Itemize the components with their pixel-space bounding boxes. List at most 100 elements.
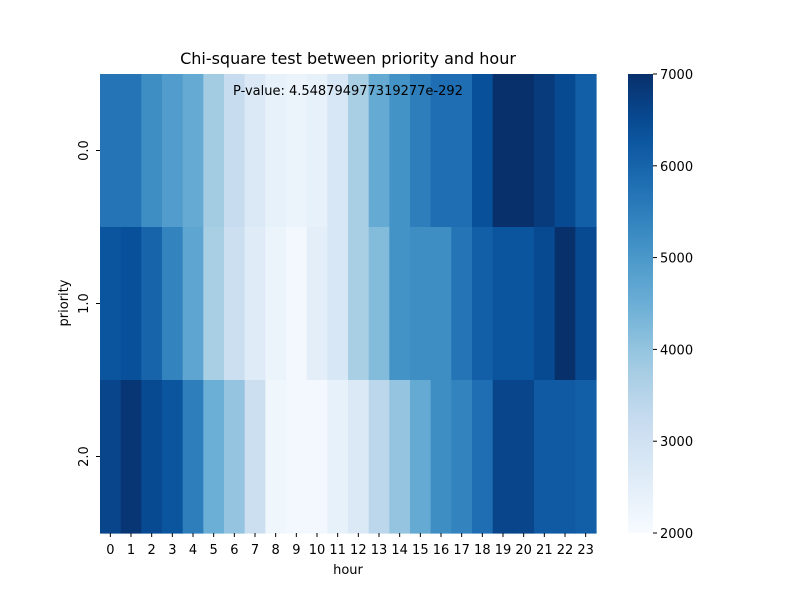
heatmap-cell (306, 380, 328, 534)
x-tick-label: 11 (329, 543, 346, 558)
heatmap-cell (430, 227, 452, 381)
x-tick-label: 1 (127, 543, 135, 558)
x-axis-label: hour (333, 563, 363, 578)
heatmap-cell (306, 227, 328, 381)
y-tick-label: 2.0 (77, 446, 92, 467)
x-tick-label: 14 (391, 543, 408, 558)
heatmap-cell (513, 74, 535, 228)
x-tick-label: 21 (536, 543, 553, 558)
heatmap-cell (327, 74, 349, 228)
x-tick-label: 6 (230, 543, 238, 558)
heatmap-cell (575, 380, 597, 534)
heatmap-cell (265, 380, 287, 534)
heatmap-cell (224, 380, 246, 534)
x-tick-label: 9 (292, 543, 300, 558)
heatmap-cell (348, 227, 370, 381)
heatmap-cell (513, 227, 535, 381)
heatmap-cell (348, 74, 370, 228)
heatmap-cell (141, 380, 163, 534)
heatmap-cell (224, 227, 246, 381)
colorbar-tick-label: 6000 (660, 160, 693, 175)
heatmap-cell (265, 227, 287, 381)
heatmap-cell (182, 227, 204, 381)
heatmap-cell (492, 74, 514, 228)
x-tick-label: 7 (251, 543, 259, 558)
x-tick-label: 2 (148, 543, 156, 558)
heatmap-cell (368, 74, 390, 228)
heatmap-cells (100, 74, 597, 534)
x-axis: 0 1 2 3 4 5 6 7 8 9 10 11 12 13 14 15 16 17 18 19 20 21 22 23 (106, 533, 594, 558)
colorbar-tick-label: 7000 (660, 68, 693, 83)
heatmap-cell (410, 380, 432, 534)
heatmap-cell (162, 380, 184, 534)
heatmap-cell (451, 380, 473, 534)
heatmap-cell (244, 74, 266, 228)
heatmap-cell (327, 380, 349, 534)
x-tick-label: 16 (433, 543, 450, 558)
heatmap-cell (451, 74, 473, 228)
heatmap-cell (534, 227, 556, 381)
heatmap-cell (472, 74, 494, 228)
colorbar-tick-label: 4000 (660, 343, 693, 358)
y-axis-label: priority (57, 279, 72, 326)
colorbar-tick-label: 3000 (660, 435, 693, 450)
heatmap-cell (120, 74, 142, 228)
heatmap-cell (120, 227, 142, 381)
y-axis: 0.0 1.0 2.0 (77, 140, 100, 467)
heatmap-cell (451, 227, 473, 381)
heatmap-cell (472, 380, 494, 534)
x-tick-label: 4 (189, 543, 197, 558)
heatmap-cell (306, 74, 328, 228)
heatmap-cell (203, 74, 225, 228)
heatmap-cell (286, 380, 308, 534)
heatmap-cell (182, 380, 204, 534)
heatmap-cell (368, 380, 390, 534)
heatmap-cell (430, 74, 452, 228)
heatmap-cell (472, 227, 494, 381)
x-tick-label: 23 (577, 543, 594, 558)
y-tick-label: 1.0 (77, 293, 92, 314)
colorbar (628, 74, 653, 533)
heatmap-cell (182, 74, 204, 228)
heatmap-cell (492, 227, 514, 381)
heatmap-cell (389, 74, 411, 228)
x-tick-label: 8 (272, 543, 280, 558)
heatmap-cell (265, 74, 287, 228)
x-tick-label: 18 (474, 543, 491, 558)
heatmap-cell (410, 74, 432, 228)
heatmap-cell (244, 227, 266, 381)
x-tick-label: 13 (371, 543, 388, 558)
colorbar-tick-label: 5000 (660, 252, 693, 267)
heatmap-cell (100, 74, 122, 228)
x-tick-label: 0 (106, 543, 114, 558)
y-tick-label: 0.0 (77, 140, 92, 161)
heatmap-cell (513, 380, 535, 534)
heatmap-cell (203, 227, 225, 381)
chart-title: Chi-square test between priority and hou… (180, 49, 516, 68)
x-tick-label: 5 (210, 543, 218, 558)
x-tick-label: 3 (168, 543, 176, 558)
heatmap-cell (430, 380, 452, 534)
heatmap-cell (286, 74, 308, 228)
x-tick-label: 12 (350, 543, 367, 558)
x-tick-label: 19 (495, 543, 512, 558)
heatmap-cell (203, 380, 225, 534)
x-tick-label: 22 (557, 543, 574, 558)
heatmap-cell (534, 380, 556, 534)
heatmap-cell (244, 380, 266, 534)
chart-annotation: P-value: 4.548794977319277e-292 (233, 84, 463, 99)
heatmap-cell (368, 227, 390, 381)
x-tick-label: 15 (412, 543, 429, 558)
heatmap-cell (162, 74, 184, 228)
heatmap-cell (410, 227, 432, 381)
heatmap-cell (554, 74, 576, 228)
colorbar-tick-label: 2000 (660, 527, 693, 542)
heatmap-cell (575, 74, 597, 228)
heatmap-cell (554, 380, 576, 534)
heatmap-cell (141, 227, 163, 381)
heatmap-cell (286, 227, 308, 381)
heatmap-cell (327, 227, 349, 381)
heatmap-cell (100, 227, 122, 381)
heatmap-cell (534, 74, 556, 228)
